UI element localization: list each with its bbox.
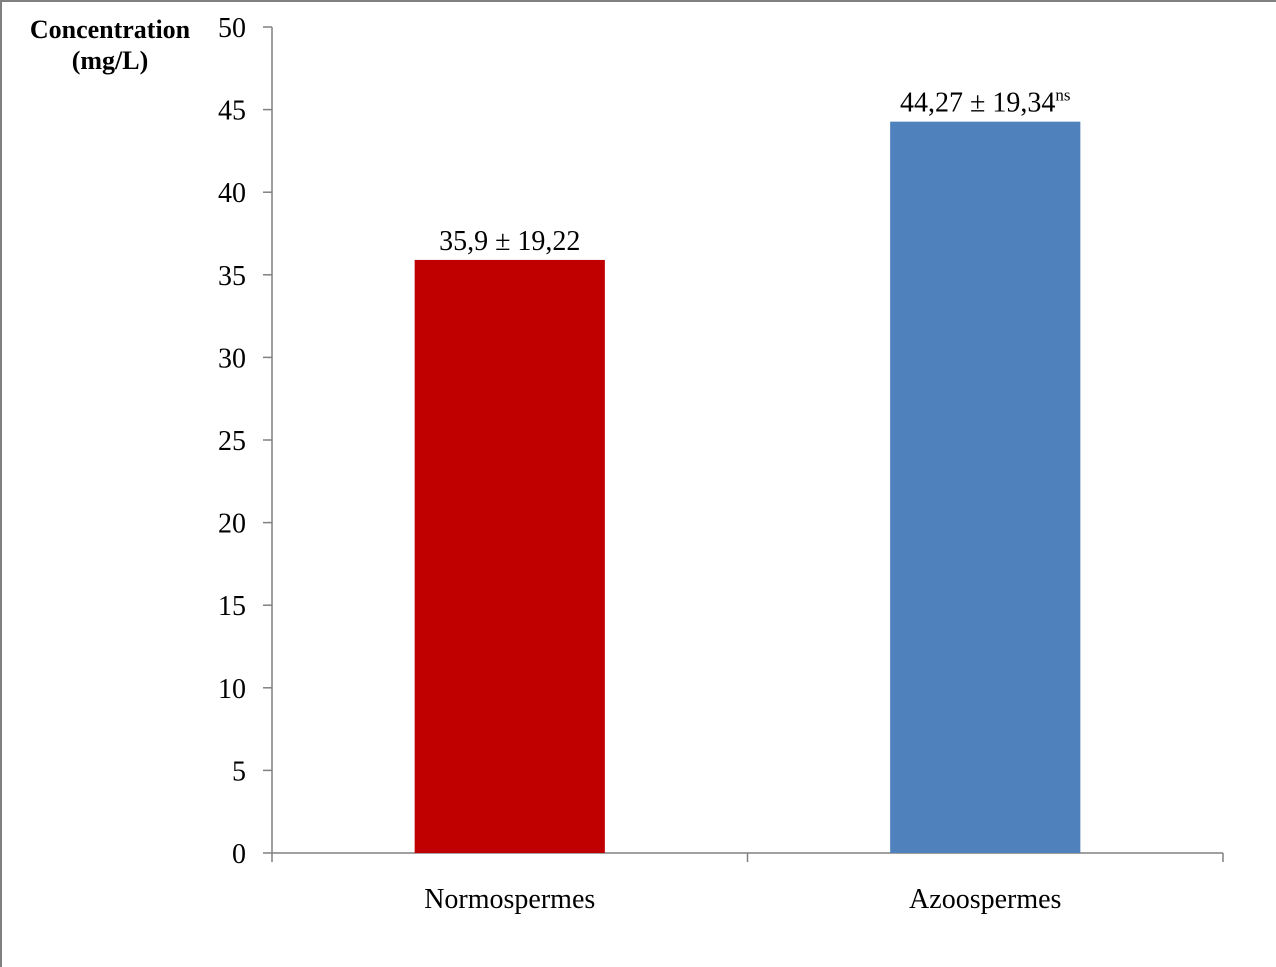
y-tick-label: 35: [218, 261, 246, 292]
y-tick-label: 5: [232, 756, 246, 787]
y-tick-label: 30: [218, 343, 246, 374]
bar-azoospermes: [890, 121, 1081, 853]
y-tick-label: 15: [218, 591, 246, 622]
y-tick-label: 25: [218, 426, 246, 457]
x-tick-label: Normospermes: [424, 884, 595, 915]
data-label: 35,9 ± 19,22: [439, 226, 580, 257]
x-tick-label: Azoospermes: [909, 884, 1061, 915]
y-tick-label: 50: [218, 13, 246, 44]
y-tick-label: 10: [218, 674, 246, 705]
y-tick-label: 0: [232, 839, 246, 870]
data-label: 44,27 ± 19,34ns: [900, 86, 1071, 119]
y-tick-label: 20: [218, 509, 246, 540]
y-tick-label: 40: [218, 178, 246, 209]
y-axis-label: Concentration (mg/L): [29, 15, 191, 75]
bar-normospermes: [414, 259, 605, 853]
y-tick-label: 45: [218, 96, 246, 127]
